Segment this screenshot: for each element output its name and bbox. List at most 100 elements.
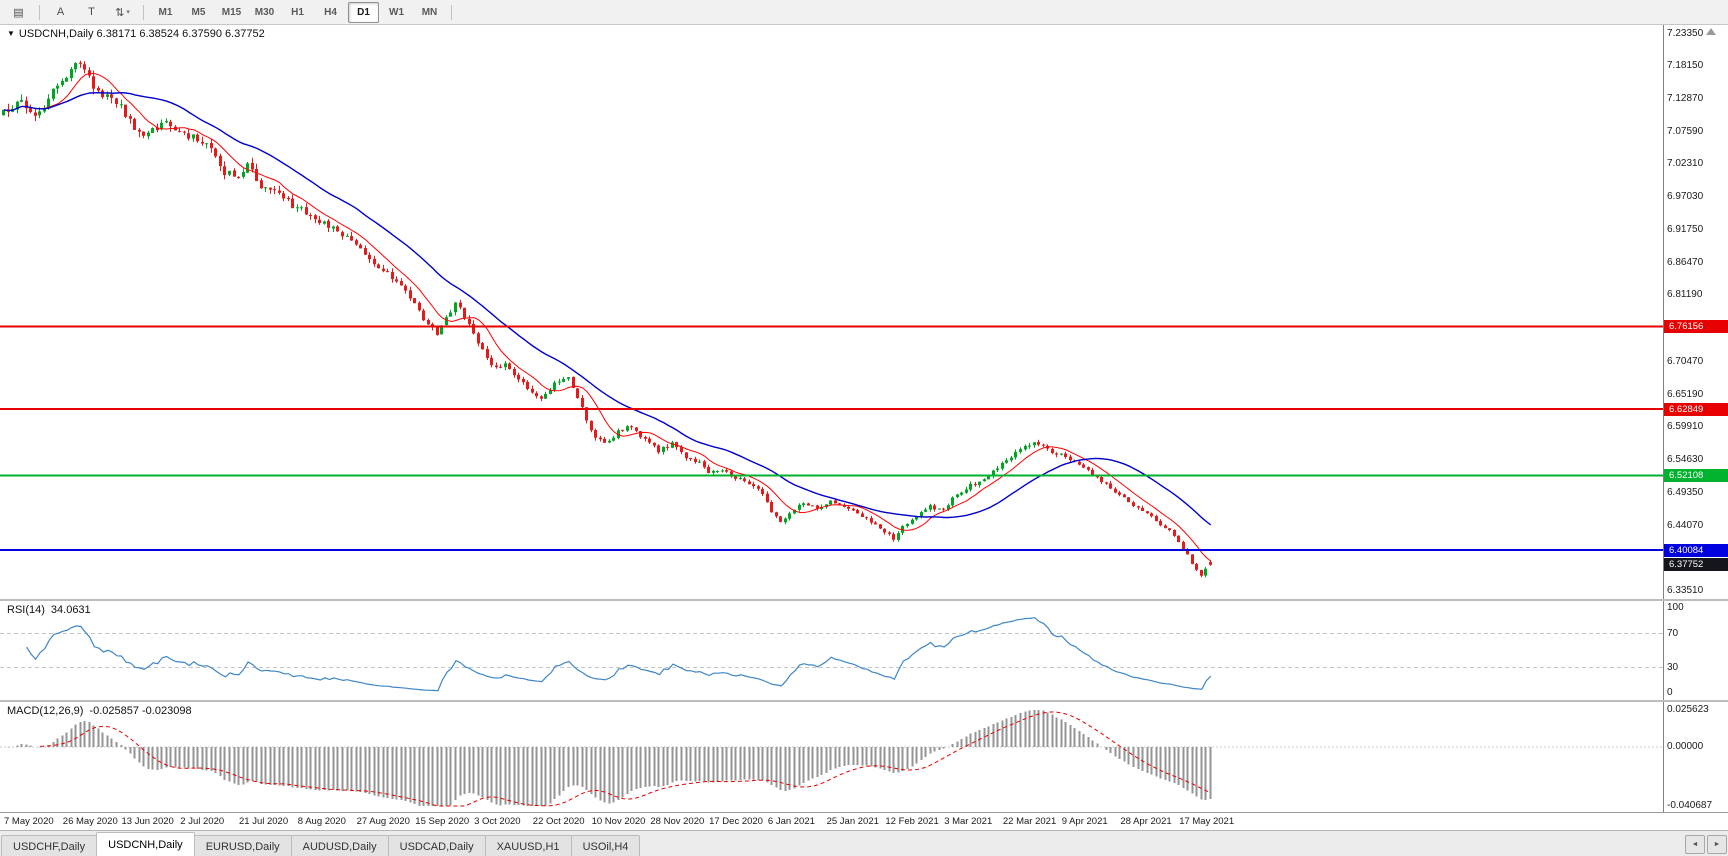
toolbar-separator <box>39 4 40 20</box>
macd-canvas[interactable] <box>0 702 1728 812</box>
time-axis-label: 15 Sep 2020 <box>415 816 470 827</box>
price-axis-tick: 6.59910 <box>1667 421 1704 433</box>
price-axis-tick: 6.44070 <box>1667 519 1704 531</box>
timeframe-group: M1 M5 M15 M30 H1 H4 D1 W1 MN <box>149 1 446 23</box>
price-axis-tick: 6.81190 <box>1667 289 1703 301</box>
time-axis-label: 22 Mar 2021 <box>1002 816 1057 827</box>
timeframe-button-m1[interactable]: M1 <box>158 6 173 18</box>
hline-price-badge: 6.40084 <box>1664 543 1728 557</box>
macd-name: MACD(12,26,9) <box>7 705 84 717</box>
rsi-axis-label: 100 <box>1667 602 1684 613</box>
hline-price-badge: 6.62849 <box>1664 402 1728 416</box>
macd-axis-label: 0.00000 <box>1667 741 1704 753</box>
rsi-panel: RSI(14) 34.0631 100 70 30 0 <box>0 601 1728 700</box>
chart-title-text: USDCNH,Daily 6.38171 6.38524 6.37590 6.3… <box>18 28 265 40</box>
time-axis-label: 17 May 2021 <box>1179 816 1235 827</box>
time-axis-label: 26 May 2020 <box>62 816 118 827</box>
price-axis-tick: 7.18150 <box>1667 60 1704 72</box>
time-axis-label: 3 Oct 2020 <box>474 816 521 827</box>
price-axis-tick: 7.07590 <box>1667 125 1704 137</box>
rsi-value: 34.0631 <box>50 604 91 616</box>
price-axis-tick: 6.70470 <box>1667 355 1704 367</box>
scroll-marker-icon <box>1706 28 1716 35</box>
price-axis-tick: 6.97030 <box>1667 191 1704 203</box>
time-axis-label: 28 Nov 2020 <box>650 816 705 827</box>
price-chart-canvas[interactable] <box>0 24 1728 599</box>
main-chart-panel: ▼ USDCNH,Daily 6.38171 6.38524 6.37590 6.… <box>0 24 1728 599</box>
price-axis-tick: 6.86470 <box>1667 256 1704 268</box>
time-axis-label: 7 May 2020 <box>4 816 54 827</box>
timeframe-button-mn[interactable]: MN <box>421 6 438 18</box>
chart-tab-usoil[interactable]: USOil,H4 <box>570 835 641 856</box>
macd-values: -0.025857 -0.023098 <box>89 705 192 717</box>
chart-menu-arrow-icon[interactable]: ▼ <box>7 29 15 38</box>
macd-axis-label: -0.040687 <box>1667 800 1713 811</box>
rsi-name: RSI(14) <box>7 604 45 616</box>
timeframe-button-w1[interactable]: W1 <box>389 6 404 18</box>
panel-splitter[interactable] <box>0 700 1728 702</box>
rsi-axis-label: 70 <box>1667 627 1679 639</box>
chart-tab-usdchf[interactable]: USDCHF,Daily <box>1 835 98 856</box>
toolbar-separator <box>451 4 452 20</box>
time-axis-label: 17 Dec 2020 <box>709 816 763 827</box>
price-axis-tick: 7.23350 <box>1667 28 1704 39</box>
time-axis-label: 2 Jul 2020 <box>180 816 225 827</box>
toolbar: ▤ A T ⇅ ▾ M1 M5 M15 M30 H1 H4 D1 W1 MN <box>0 0 1728 25</box>
chart-tab-audusd[interactable]: AUDUSD,Daily <box>290 835 389 856</box>
chart-menu-button[interactable]: ▤ <box>13 6 24 19</box>
rsi-canvas[interactable] <box>0 601 1728 700</box>
price-axis-tick: 6.65190 <box>1667 388 1704 400</box>
chart-tab-xauusd[interactable]: XAUUSD,H1 <box>484 835 572 856</box>
time-axis-label: 22 Oct 2020 <box>532 816 585 827</box>
chart-tab-usdcnh[interactable]: USDCNH,Daily <box>96 832 195 856</box>
timeframe-button-h1[interactable]: H1 <box>291 6 304 18</box>
rsi-axis-label: 0 <box>1667 687 1673 698</box>
hline-price-badge: 6.52108 <box>1664 469 1728 483</box>
time-axis-label: 6 Jan 2021 <box>767 816 815 827</box>
price-axis-tick: 7.12870 <box>1667 93 1704 104</box>
text-tool-button[interactable]: T <box>88 6 95 18</box>
chevron-down-icon: ▾ <box>126 9 130 16</box>
current-price-badge: 6.37752 <box>1664 558 1728 572</box>
time-axis: 7 May 2020 26 May 2020 13 Jun 2020 2 Jul 20… <box>0 812 1728 831</box>
hline-price-badge: 6.76156 <box>1664 320 1728 334</box>
toolbar-icon-group: ▤ A T ⇅ ▾ <box>3 2 138 23</box>
price-axis-tick: 6.91750 <box>1667 223 1704 235</box>
chart-title: ▼ USDCNH,Daily 6.38171 6.38524 6.37590 6.… <box>7 28 265 40</box>
price-axis-tick: 6.33510 <box>1667 585 1704 596</box>
price-axis-tick: 6.54630 <box>1667 454 1704 466</box>
toolbar-separator <box>143 4 144 20</box>
timeframe-button-d1[interactable]: D1 <box>348 1 379 23</box>
time-axis-label: 3 Mar 2021 <box>944 816 993 827</box>
timeframe-button-h4[interactable]: H4 <box>324 6 337 18</box>
chart-tab-eurusd[interactable]: EURUSD,Daily <box>193 835 292 856</box>
symbols-dropdown-button[interactable]: ⇅ ▾ <box>115 6 130 19</box>
macd-axis-label: 0.025623 <box>1667 704 1709 715</box>
price-axis-tick: 7.02310 <box>1667 158 1704 170</box>
macd-label: MACD(12,26,9) -0.025857 -0.023098 <box>7 705 192 717</box>
timeframe-button-m30[interactable]: M30 <box>254 6 275 18</box>
annotation-a-button[interactable]: A <box>56 6 65 18</box>
chart-tab-bar: USDCHF,Daily USDCNH,Daily EURUSD,Daily AUDU… <box>0 830 1728 856</box>
tab-scroll-arrows: ◄ ► <box>1683 835 1727 854</box>
time-axis-label: 27 Aug 2020 <box>356 816 410 827</box>
rsi-label: RSI(14) 34.0631 <box>7 604 91 616</box>
time-axis-label: 9 Apr 2021 <box>1061 816 1108 827</box>
price-axis-tick: 6.49350 <box>1667 486 1704 498</box>
time-axis-label: 10 Nov 2020 <box>591 816 646 827</box>
timeframe-button-m5[interactable]: M5 <box>191 6 206 18</box>
rsi-axis-label: 30 <box>1667 661 1679 673</box>
panel-splitter[interactable] <box>0 599 1728 601</box>
timeframe-button-m15[interactable]: M15 <box>221 6 242 18</box>
time-axis-label: 13 Jun 2020 <box>121 816 174 827</box>
time-axis-label: 21 Jul 2020 <box>239 816 289 827</box>
macd-panel: MACD(12,26,9) -0.025857 -0.023098 0.02562… <box>0 702 1728 812</box>
time-axis-label: 25 Jan 2021 <box>826 816 879 827</box>
time-axis-label: 8 Aug 2020 <box>297 816 346 827</box>
tab-scroll-left-button[interactable]: ◄ <box>1685 835 1705 854</box>
time-axis-label: 12 Feb 2021 <box>885 816 939 827</box>
time-axis-label: 28 Apr 2021 <box>1120 816 1172 827</box>
tab-scroll-right-button[interactable]: ► <box>1707 835 1727 854</box>
chart-tab-usdcad[interactable]: USDCAD,Daily <box>387 835 486 856</box>
